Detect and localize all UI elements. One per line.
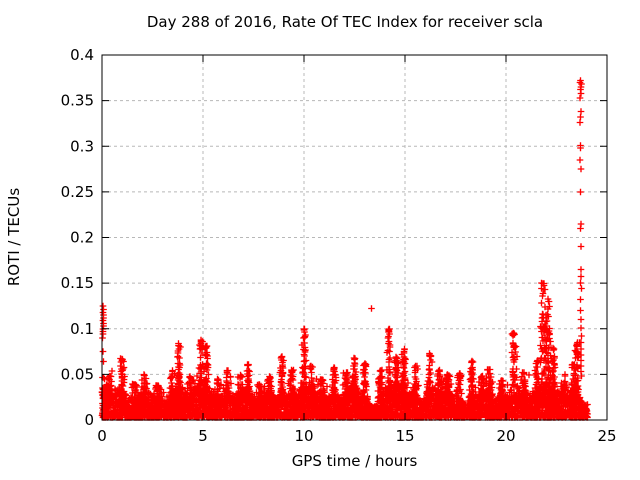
- y-tick-label: 0.05: [61, 365, 94, 383]
- y-tick-label: 0.35: [61, 92, 94, 110]
- grid-lines: [102, 55, 607, 420]
- x-tick-label: 10: [294, 427, 313, 445]
- x-tick-label: 25: [597, 427, 616, 445]
- x-tick-label: 20: [496, 427, 515, 445]
- chart-title: Day 288 of 2016, Rate Of TEC Index for r…: [146, 13, 544, 31]
- x-axis-label: GPS time / hours: [291, 452, 418, 470]
- y-tick-label: 0.3: [70, 137, 94, 155]
- x-tick-label: 0: [97, 427, 107, 445]
- y-tick-label: 0.15: [61, 274, 94, 292]
- tick-labels: 0 5 10 15 20 25 0 0.05 0.1 0.15 0.2 0.25 0.3 0.35 0.4: [61, 46, 617, 445]
- y-tick-label: 0.2: [70, 229, 94, 247]
- y-tick-label: 0: [84, 411, 94, 429]
- y-tick-label: 0.4: [70, 46, 94, 64]
- tick-marks: [101, 54, 608, 421]
- x-tick-label: 5: [198, 427, 208, 445]
- y-tick-label: 0.1: [70, 320, 94, 338]
- x-tick-label: 15: [395, 427, 414, 445]
- scatter-points: [98, 77, 591, 421]
- y-tick-label: 0.25: [61, 183, 94, 201]
